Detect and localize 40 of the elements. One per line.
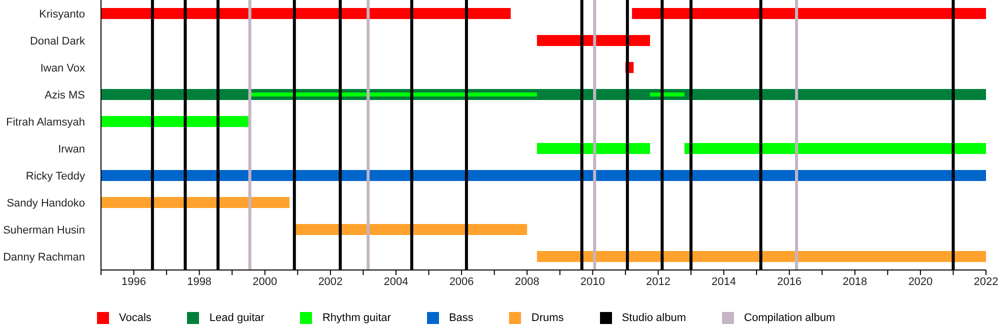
bar — [536, 143, 650, 154]
y-tick-label: Krisyanto — [39, 8, 85, 20]
text: Studio album — [622, 312, 686, 324]
legend-label: Vocals — [119, 312, 152, 324]
x-tick-label: 1998 — [187, 276, 212, 288]
bar — [101, 116, 250, 127]
bar — [536, 251, 986, 262]
x-tick-label: 2004 — [384, 276, 408, 288]
x-tick-label: 2006 — [449, 276, 474, 288]
x-tick-label: 2020 — [908, 276, 933, 288]
x-tick-label: 1996 — [122, 276, 146, 288]
y-tick-label: Ricky Teddy — [26, 170, 86, 182]
y-tick-label: Iwan Vox — [40, 62, 86, 74]
x-tick-label: 2016 — [777, 276, 802, 288]
x-tick-label: 2002 — [318, 276, 343, 288]
bar — [101, 197, 290, 208]
x-tick-label: 2018 — [842, 276, 868, 288]
bar — [101, 170, 986, 181]
y-tick-label: Azis MS — [44, 90, 85, 102]
bar — [294, 224, 528, 235]
bar — [536, 35, 650, 46]
text: Compilation album — [744, 312, 836, 324]
y-tick-label: Fitrah Alamsyah — [6, 116, 85, 128]
legend-label: Rhythm guitar — [322, 312, 391, 324]
legend-label: Lead guitar — [209, 312, 264, 324]
x-tick-label: 2000 — [252, 276, 278, 288]
legend-label: Drums — [531, 312, 564, 324]
y-tick-label: Danny Rachman — [3, 252, 85, 264]
x-tick-label: 2014 — [712, 276, 736, 288]
bar — [632, 8, 986, 19]
x-tick-label: 2022 — [974, 276, 998, 288]
y-tick-label: Suherman Husin — [3, 224, 85, 236]
y-tick-label: Donal Dark — [30, 36, 86, 48]
y-tick-label: Irwan — [58, 144, 85, 156]
y-tick-label: Sandy Handoko — [6, 198, 85, 210]
bar — [101, 8, 511, 19]
x-tick-label: 2008 — [514, 276, 540, 288]
x-tick-label: 2012 — [646, 276, 670, 288]
legend-label: Bass — [448, 312, 474, 324]
x-tick-label: 2010 — [580, 276, 605, 288]
